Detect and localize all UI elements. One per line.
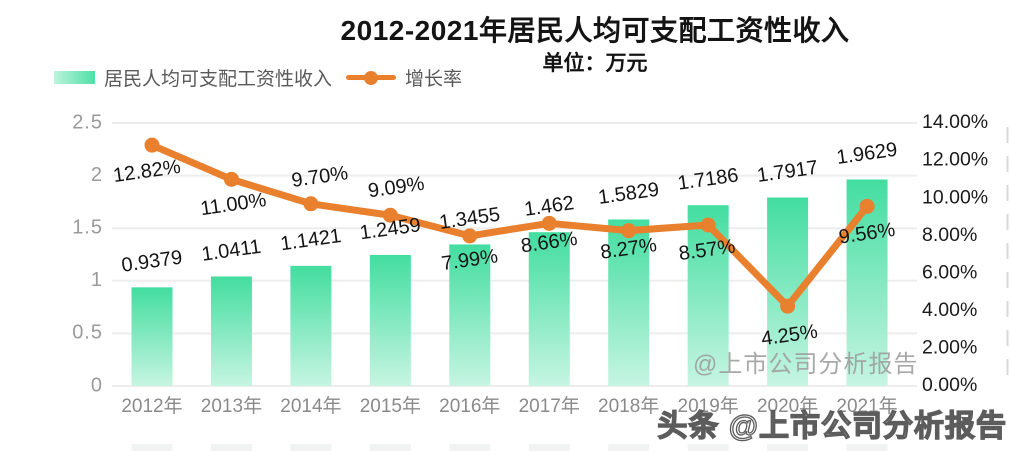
bar [528, 232, 570, 386]
growth-point [541, 215, 557, 231]
legend-label-income: 居民人均可支配工资性收入 [104, 69, 333, 90]
right-axis-tick: 4.00% [922, 299, 977, 321]
left-axis-tick: 2 [91, 164, 103, 186]
x-axis-label: 2013年 [201, 395, 262, 417]
bar-value-label: 1.1421 [279, 225, 343, 255]
growth-point [621, 223, 637, 239]
bar-value-label: 1.7186 [676, 164, 740, 194]
bar-reflection-tile [767, 444, 809, 451]
growth-value-label: 9.70% [290, 162, 349, 192]
growth-value-label: 12.82% [112, 156, 182, 187]
bar-value-label: 1.2459 [358, 214, 422, 244]
growth-point [382, 207, 398, 223]
right-axis-tick: 6.00% [922, 261, 977, 283]
legend-item-growth: 增长率 [346, 64, 462, 91]
growth-value-label: 9.09% [367, 173, 426, 203]
x-axis-label: 2014年 [280, 395, 341, 417]
x-axis-label: 2019年 [678, 395, 739, 417]
left-axis-tick: 1.5 [72, 216, 103, 238]
bar-reflection-tile [449, 444, 491, 451]
bar [210, 276, 252, 386]
bar-reflection-tile [608, 444, 650, 451]
bar-swatch-icon [54, 71, 95, 84]
bar-reflection-tile [210, 444, 252, 451]
legend: 居民人均可支配工资性收入 增长率 [54, 64, 462, 91]
left-axis-tick: 1 [91, 269, 103, 291]
growth-value-label: 8.27% [599, 234, 658, 264]
bar-value-label: 0.9379 [120, 246, 184, 276]
growth-point [144, 137, 160, 153]
growth-point [303, 196, 319, 212]
growth-point [859, 198, 875, 214]
x-axis-label: 2012年 [121, 395, 182, 417]
right-axis-tick: 2.00% [922, 337, 977, 359]
bar-reflection-tile [528, 444, 570, 451]
left-axis-tick: 2.5 [72, 111, 103, 133]
bar-reflection-tile [846, 444, 888, 451]
bar-reflection-tile [369, 444, 411, 451]
bar-value-label: 1.5829 [597, 179, 661, 209]
right-axis-tick: 8.00% [922, 224, 977, 246]
growth-point [700, 217, 716, 233]
bar-reflection-tile [290, 444, 332, 451]
growth-point [780, 298, 796, 314]
bar [369, 254, 411, 386]
bar [608, 219, 650, 386]
chart-title: 2012-2021年居民人均可支配工资性收入 [340, 15, 850, 46]
bar-value-label: 1.7917 [756, 157, 820, 187]
growth-point [223, 171, 239, 187]
bar [290, 265, 332, 386]
right-axis-tick: 0.00% [922, 374, 977, 396]
bar [846, 179, 888, 386]
bar-reflection-tile [687, 444, 729, 451]
bar [131, 287, 173, 386]
x-axis-label: 2018年 [598, 395, 659, 417]
left-axis-tick: 0 [91, 374, 103, 396]
x-axis-label: 2016年 [439, 395, 500, 417]
growth-point [462, 228, 478, 244]
growth-value-label: 7.99% [440, 245, 499, 275]
bar-value-label: 1.9629 [835, 139, 899, 169]
right-axis-tick: 10.00% [922, 186, 988, 208]
x-axis-label: 2020年 [757, 395, 818, 417]
watermark-toutiao: 头条 @上市公司分析报告 [657, 409, 1007, 443]
bar-series [131, 179, 888, 386]
left-axis-tick: 0.5 [72, 322, 103, 344]
bar-reflection-tile [131, 444, 173, 451]
growth-value-label: 9.56% [837, 219, 896, 249]
x-axis-label: 2017年 [519, 395, 580, 417]
chart-unit-label: 单位：万元 [542, 52, 648, 75]
bar-reflection [131, 444, 888, 451]
growth-value-label: 11.00% [199, 189, 268, 220]
legend-item-income: 居民人均可支配工资性收入 [54, 64, 332, 91]
axis-labels: 0 0.5 1 1.5 2 2.5 0.00% 2.00% 4.00% 6.00% 8.00% 10.… [72, 111, 988, 417]
legend-label-growth: 增长率 [405, 69, 463, 90]
right-axis-tick: 14.00% [922, 111, 988, 133]
right-axis-tick: 12.00% [922, 149, 988, 171]
growth-line-series [144, 137, 875, 314]
bar-value-label: 1.0411 [200, 236, 262, 266]
growth-value-label: 8.66% [520, 228, 579, 258]
bar-value-label: 1.462 [523, 192, 576, 221]
bar [449, 244, 491, 386]
growth-line [148, 141, 871, 310]
x-axis-label: 2021年 [836, 395, 897, 417]
chart-header: 2012-2021年居民人均可支配工资性收入 单位：万元 [180, 14, 1010, 76]
x-axis-label: 2015年 [360, 395, 421, 417]
line-marker-icon [346, 70, 397, 86]
watermark-center: @上市公司分析报告 [693, 351, 919, 378]
